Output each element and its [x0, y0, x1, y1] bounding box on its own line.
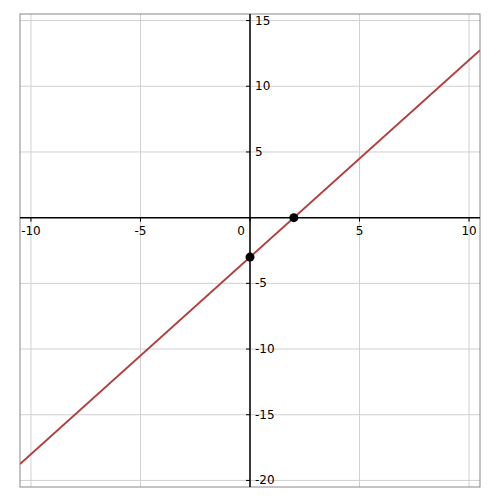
y-tick-label: -10	[255, 342, 275, 356]
grid-line-x	[469, 14, 470, 487]
y-axis-line	[249, 14, 251, 487]
y-tick	[246, 86, 250, 87]
point	[246, 253, 255, 262]
y-tick	[246, 414, 250, 415]
x-tick-label: 5	[356, 224, 364, 238]
grid-line-y	[20, 86, 480, 87]
line	[20, 50, 480, 464]
y-tick	[246, 349, 250, 350]
y-tick	[246, 480, 250, 481]
grid-line-y	[20, 349, 480, 350]
x-tick	[140, 218, 141, 222]
y-tick	[246, 20, 250, 21]
grid	[20, 14, 480, 487]
y-tick-label: -20	[255, 473, 275, 487]
x-tick	[359, 218, 360, 222]
data-marks	[20, 50, 480, 464]
y-tick-label: -5	[255, 276, 267, 290]
y-tick-label: -15	[255, 408, 275, 422]
origin-label: 0	[237, 224, 245, 238]
grid-line-x	[30, 14, 31, 487]
x-tick-label: -5	[134, 224, 146, 238]
grid-line-y	[20, 480, 480, 481]
x-tick-label: -10	[21, 224, 41, 238]
ticks: -10 -5 0 5 10 -20 -15 -10 -5 5 10 15	[21, 14, 477, 488]
y-tick-label: 15	[255, 14, 270, 28]
y-tick	[246, 151, 250, 152]
grid-line-x	[359, 14, 360, 487]
grid-line-y	[20, 20, 480, 21]
grid-line-y	[20, 283, 480, 284]
plot-background	[20, 14, 480, 487]
grid-line-y	[20, 414, 480, 415]
grid-line-x	[140, 14, 141, 487]
chart-svg: -10 -5 0 5 10 -20 -15 -10 -5 5 10 15	[0, 0, 500, 501]
grid-line-y	[20, 151, 480, 152]
y-tick	[246, 283, 250, 284]
x-tick-label: 10	[461, 224, 476, 238]
grid-line-x	[250, 14, 251, 487]
x-tick	[250, 218, 251, 222]
chart-container: -10 -5 0 5 10 -20 -15 -10 -5 5 10 15	[0, 0, 500, 501]
x-tick	[469, 218, 470, 222]
plot-frame	[20, 14, 480, 487]
y-tick-label: 5	[255, 145, 263, 159]
x-tick	[30, 218, 31, 222]
y-tick-label: 10	[255, 79, 270, 93]
point	[289, 213, 298, 222]
